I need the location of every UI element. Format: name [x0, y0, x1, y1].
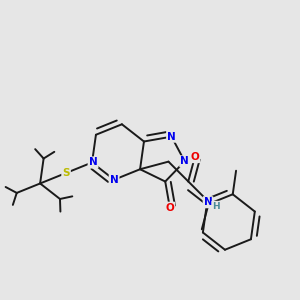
Text: N: N: [180, 156, 189, 167]
Text: S: S: [62, 168, 70, 178]
Text: N: N: [89, 158, 98, 167]
Text: N: N: [167, 132, 176, 142]
Text: O: O: [166, 203, 174, 213]
Text: H: H: [212, 202, 220, 211]
Text: N: N: [204, 197, 212, 207]
Text: O: O: [190, 152, 199, 162]
Text: N: N: [110, 175, 118, 185]
